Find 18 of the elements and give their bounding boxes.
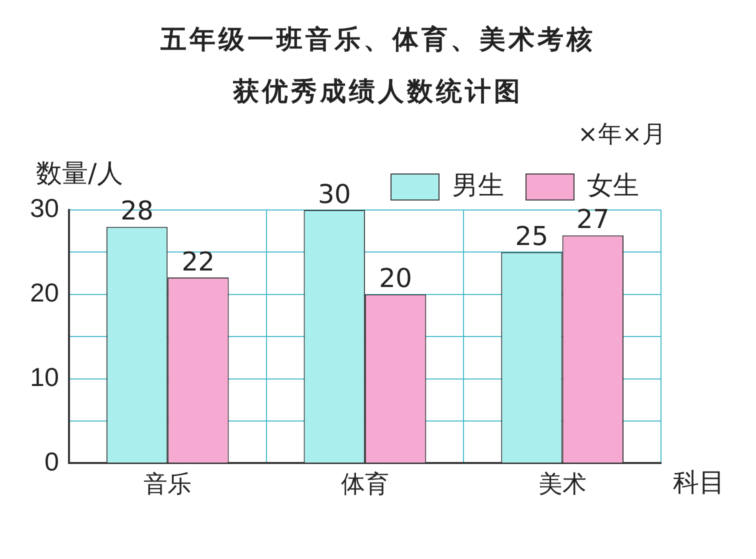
legend-label: 女生 xyxy=(587,170,639,200)
data-label: 22 xyxy=(182,247,215,278)
y-axis-title: 数量/人 xyxy=(36,158,123,189)
y-tick-label: 30 xyxy=(30,193,59,224)
chart-subtitle: ×年×月 xyxy=(576,119,667,150)
y-tick-label: 0 xyxy=(44,446,59,476)
x-tick-label: 美术 xyxy=(538,471,586,498)
y-tick-label: 10 xyxy=(30,362,59,392)
x-axis-title: 科目 xyxy=(673,468,725,498)
y-tick-label: 20 xyxy=(30,278,59,308)
legend-label: 男生 xyxy=(452,170,504,200)
data-label: 27 xyxy=(576,205,610,236)
x-tick-label: 体育 xyxy=(340,471,389,498)
data-label: 30 xyxy=(318,180,351,210)
data-label: 20 xyxy=(379,264,412,294)
chart-title: 五年级一班音乐、体育、美术考核获优秀成绩人数统计图 xyxy=(160,24,596,109)
x-tick-label: 音乐 xyxy=(144,471,192,498)
data-label: 25 xyxy=(515,222,548,252)
